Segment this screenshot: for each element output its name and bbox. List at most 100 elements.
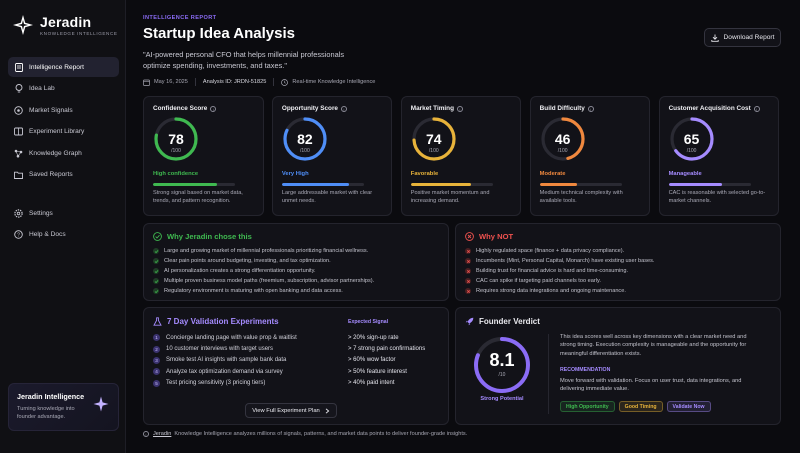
promo-card: Jeradin Intelligence Turning knowledge i… — [8, 383, 119, 431]
library-icon — [14, 127, 23, 136]
verdict-denominator: /10 — [498, 372, 506, 378]
score-card-build-difficulty: Build Difficulty i 46 /100 Moderate Mediu… — [529, 96, 651, 216]
verdict-gauge — [474, 337, 530, 393]
check-icon — [153, 268, 159, 274]
sidebar-item-saved-reports[interactable]: Saved Reports — [8, 165, 119, 185]
sidebar-item-idea-lab[interactable]: Idea Lab — [8, 79, 119, 99]
lightbulb-icon — [14, 84, 23, 93]
svg-text:?: ? — [17, 232, 20, 238]
sidebar-item-label: Experiment Library — [29, 128, 85, 136]
sidebar-item-label: Settings — [29, 209, 53, 217]
report-meta: May 16, 2025 Analysis ID: JRDN-51825 Rea… — [143, 78, 375, 86]
chevron-right-icon — [325, 407, 330, 414]
flask-icon — [153, 317, 162, 326]
info-icon[interactable]: i — [210, 105, 217, 112]
sidebar-item-label: Knowledge Graph — [29, 149, 82, 157]
experiment-row[interactable]: 4 Analyze tax optimization demand via sur… — [153, 366, 443, 377]
why-not-item: Incumbents (Mint, Personal Capital, Mona… — [465, 256, 654, 266]
why-not-item-text: Incumbents (Mint, Personal Capital, Mona… — [476, 258, 655, 264]
sidebar-item-label: Market Signals — [29, 106, 73, 114]
page-eyebrow: INTELLIGENCE REPORT — [143, 15, 217, 21]
score-cards: Confidence Score i 78 /100 High confidenc… — [143, 96, 780, 216]
card-title: Opportunity Score — [281, 105, 338, 112]
score-gauge — [541, 117, 585, 161]
why-not-item: CAC can spike if targeting paid channels… — [465, 276, 654, 286]
sidebar-item-knowledge-graph[interactable]: Knowledge Graph — [8, 143, 119, 163]
score-level: High confidence — [153, 171, 199, 177]
verdict-level: Strong Potential — [480, 396, 524, 402]
clock-icon — [281, 78, 289, 86]
score-gauge — [283, 117, 327, 161]
promo-text: Turning knowledge into founder advantage… — [17, 406, 75, 421]
experiment-row[interactable]: 1 Concierge landing page with value prop … — [153, 332, 443, 343]
score-level: Very High — [281, 171, 309, 177]
rocket-icon — [465, 317, 474, 326]
why-item: Clear pain points around budgeting, inve… — [153, 256, 374, 266]
verdict-score: 8.1 — [489, 350, 515, 370]
info-icon[interactable]: i — [753, 105, 760, 112]
score-gauge — [669, 117, 714, 161]
x-icon — [465, 268, 471, 274]
info-icon[interactable]: i — [587, 105, 594, 112]
score-description: CAC is reasonable with selected go-to-ma… — [668, 190, 766, 204]
idea-quote: "AI-powered personal CFO that helps mill… — [143, 50, 345, 70]
experiment-task: Test pricing sensitivity (3 pricing tier… — [166, 380, 266, 387]
info-icon[interactable]: i — [341, 105, 347, 112]
experiment-row[interactable]: 2 10 customer interviews with target user… — [153, 343, 443, 354]
check-icon — [153, 258, 159, 264]
score-denominator: /100 — [686, 148, 697, 154]
graph-icon — [14, 149, 23, 158]
experiment-number: 5 — [153, 379, 160, 387]
card-title: Confidence Score — [153, 105, 208, 112]
sidebar-item-experiment-library[interactable]: Experiment Library — [8, 122, 119, 142]
score-value: 74 — [425, 131, 442, 147]
experiment-row[interactable]: 3 Smoke test AI insights with sample bank… — [153, 355, 443, 366]
sidebar-item-help-docs[interactable]: ? Help & Docs — [8, 225, 119, 245]
why-item-text: Regulatory environment is maturing with … — [164, 288, 343, 294]
sidebar-item-label: Saved Reports — [29, 171, 73, 179]
info-icon[interactable]: i — [457, 105, 463, 112]
why-item-text: Multiple proven business model paths (fr… — [164, 278, 375, 284]
document-icon — [14, 62, 23, 72]
why-panel: Why Jeradin chose this Large and growing… — [143, 223, 449, 301]
chip-good-timing: Good Timing — [618, 401, 663, 412]
view-experiment-plan-button[interactable]: View Full Experiment Plan — [245, 403, 337, 418]
help-icon: ? — [14, 230, 23, 239]
gauge-arc — [283, 117, 327, 161]
verdict-title: Founder Verdict — [479, 317, 540, 326]
sidebar-secondary-nav: Settings ? Help & Docs — [8, 203, 119, 246]
score-gauge — [154, 117, 198, 161]
footnote-brand[interactable]: Jeradin — [153, 431, 172, 437]
score-value: 46 — [554, 131, 571, 147]
experiment-number: 1 — [153, 334, 160, 342]
footnote: i Jeradin Knowledge Intelligence analyze… — [143, 431, 467, 437]
score-level: Moderate — [539, 171, 566, 177]
experiment-signal: > 40% paid intent — [348, 380, 395, 387]
why-list: Large and growing market of millennial p… — [153, 246, 374, 296]
sidebar-item-intelligence-report[interactable]: Intelligence Report — [8, 57, 119, 77]
sidebar-item-label: Idea Lab — [29, 85, 55, 93]
x-icon — [465, 258, 471, 264]
score-bar — [153, 183, 235, 186]
divider — [273, 78, 275, 86]
recommendation-text: Move forward with validation. Focus on u… — [560, 378, 742, 393]
score-card-market-timing: Market Timing i 74 /100 Favorable Positiv… — [400, 96, 522, 216]
experiment-row[interactable]: 5 Test pricing sensitivity (3 pricing tie… — [153, 378, 443, 389]
score-card-opportunity: Opportunity Score i 82 /100 Very High Lar… — [271, 96, 393, 216]
report-date: May 16, 2025 — [154, 79, 188, 85]
sidebar-item-market-signals[interactable]: Market Signals — [8, 100, 119, 120]
score-bar-fill — [281, 183, 350, 186]
logo-icon — [12, 14, 34, 36]
sidebar-item-settings[interactable]: Settings — [8, 203, 119, 223]
signal-icon — [14, 105, 23, 115]
download-report-button[interactable]: Download Report — [704, 28, 781, 47]
why-not-item: Highly regulated space (finance + data p… — [465, 246, 654, 256]
app-subtitle: KNOWLEDGE INTELLIGENCE — [40, 31, 118, 36]
expected-signal-header: Expected Signal — [348, 319, 389, 325]
logo[interactable]: Jeradin KNOWLEDGE INTELLIGENCE — [12, 14, 118, 36]
page-title: Startup Idea Analysis — [143, 25, 295, 42]
score-value: 82 — [297, 131, 313, 147]
app-name: Jeradin — [40, 14, 92, 30]
score-card-confidence: Confidence Score i 78 /100 High confidenc… — [143, 96, 264, 216]
score-card-cac: Customer Acquisition Cost i 65 /100 Manag… — [658, 96, 780, 216]
